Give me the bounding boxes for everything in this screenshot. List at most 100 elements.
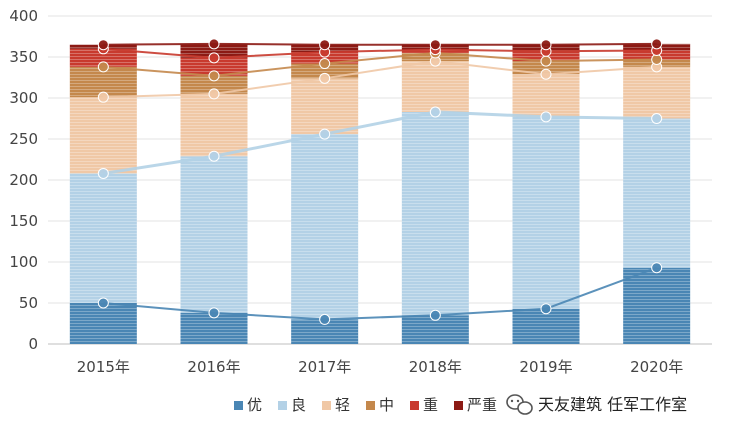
legend-label: 中 bbox=[379, 396, 394, 414]
x-tick-label: 2016年 bbox=[187, 358, 240, 376]
legend-item: 中 bbox=[366, 396, 394, 414]
gridlines bbox=[48, 15, 712, 345]
legend: 优 良 轻 中 重 严重 bbox=[234, 396, 497, 414]
bar-segment-texture bbox=[512, 61, 580, 75]
legend-label: 优 bbox=[247, 396, 262, 414]
bar-segment-texture bbox=[180, 43, 248, 58]
line-point bbox=[97, 297, 109, 309]
legend-item: 重 bbox=[410, 396, 438, 414]
bar-segment-texture bbox=[623, 118, 691, 268]
line-point bbox=[319, 39, 331, 51]
bar-segment-texture bbox=[291, 63, 359, 79]
bar-segment-texture bbox=[291, 134, 359, 320]
bar-stack bbox=[291, 44, 359, 344]
line-point bbox=[97, 91, 109, 103]
y-tick-label: 200 bbox=[9, 171, 38, 189]
line-point bbox=[208, 38, 220, 50]
line-point bbox=[208, 307, 220, 319]
cumulative-line bbox=[103, 60, 657, 99]
legend-label: 重 bbox=[423, 396, 438, 414]
line-point bbox=[319, 313, 331, 325]
y-tick-label: 150 bbox=[9, 212, 38, 230]
line-point bbox=[429, 39, 441, 51]
x-tick-label: 2017年 bbox=[298, 358, 351, 376]
cumulative-line bbox=[103, 47, 657, 59]
line-point bbox=[540, 111, 552, 123]
watermark-text: 天友建筑 任军工作室 bbox=[538, 395, 687, 414]
line-point bbox=[208, 52, 220, 64]
line-point bbox=[651, 262, 663, 274]
line-point bbox=[429, 106, 441, 118]
bar-segment-texture bbox=[180, 57, 248, 76]
line-point bbox=[540, 39, 552, 51]
line-point bbox=[319, 128, 331, 140]
bar-segment-texture bbox=[401, 61, 469, 112]
bar-segment-texture bbox=[69, 303, 137, 344]
bar-stack bbox=[69, 44, 137, 344]
legend-swatch bbox=[366, 401, 375, 410]
line-point bbox=[97, 61, 109, 73]
x-tick-label: 2018年 bbox=[409, 358, 462, 376]
bar-stack bbox=[623, 43, 691, 344]
line-point bbox=[540, 55, 552, 67]
line-point bbox=[97, 167, 109, 179]
bar-segment-texture bbox=[180, 156, 248, 313]
bar-segment-texture bbox=[291, 78, 359, 135]
y-tick-label: 350 bbox=[9, 48, 38, 66]
line-point bbox=[97, 39, 109, 51]
bar-segment-texture bbox=[623, 267, 691, 344]
legend-swatch bbox=[454, 401, 463, 410]
bar-stacks bbox=[69, 43, 691, 344]
bar-segment-texture bbox=[180, 75, 248, 94]
legend-item: 严重 bbox=[454, 396, 497, 414]
legend-swatch bbox=[410, 401, 419, 410]
line-point bbox=[651, 113, 663, 124]
line-point bbox=[651, 38, 663, 50]
cumulative-line bbox=[103, 266, 658, 321]
legend-swatch bbox=[322, 401, 331, 410]
line-point bbox=[651, 53, 663, 65]
bar-stack bbox=[180, 43, 248, 344]
legend-swatch bbox=[234, 401, 243, 410]
bar-stack bbox=[401, 44, 469, 344]
line-point bbox=[208, 88, 220, 100]
bar-segment-texture bbox=[69, 48, 137, 67]
legend-swatch bbox=[278, 401, 287, 410]
cumulative-lines bbox=[97, 38, 663, 325]
bar-segment-texture bbox=[69, 173, 137, 303]
legend-label: 良 bbox=[291, 396, 306, 414]
bar-segment-texture bbox=[401, 111, 469, 316]
cumulative-line bbox=[103, 110, 657, 175]
y-tick-label: 300 bbox=[9, 89, 38, 107]
y-tick-label: 100 bbox=[9, 253, 38, 271]
bar-segment-texture bbox=[512, 308, 580, 344]
y-axis: 0 50 100 150 200 250 300 350 400 bbox=[9, 7, 712, 353]
line-point bbox=[540, 68, 552, 80]
y-tick-label: 0 bbox=[28, 335, 38, 353]
y-tick-label: 250 bbox=[9, 130, 38, 148]
line-point bbox=[540, 303, 552, 315]
x-tick-label: 2019年 bbox=[519, 358, 572, 376]
legend-item: 轻 bbox=[322, 396, 350, 414]
x-axis: 2015年 2016年 2017年 2018年 2019年 2020年 bbox=[77, 358, 684, 376]
bar-segment-texture bbox=[291, 52, 359, 64]
cumulative-line bbox=[103, 51, 657, 77]
legend-item: 良 bbox=[278, 396, 306, 414]
bar-segment-texture bbox=[512, 74, 580, 117]
wechat-icon bbox=[506, 394, 533, 415]
y-tick-label: 50 bbox=[19, 294, 38, 312]
line-point bbox=[208, 70, 220, 82]
legend-item: 优 bbox=[234, 396, 262, 414]
bar-segment-texture bbox=[180, 93, 248, 157]
x-tick-label: 2015年 bbox=[77, 358, 130, 376]
legend-label: 严重 bbox=[467, 396, 497, 414]
watermark: 天友建筑 任军工作室 bbox=[506, 394, 687, 415]
line-point bbox=[319, 58, 331, 70]
bar-segment-texture bbox=[623, 66, 691, 119]
bar-segment-texture bbox=[512, 116, 580, 309]
y-tick-label: 400 bbox=[9, 7, 38, 25]
bar-segment-texture bbox=[69, 97, 137, 174]
line-point bbox=[319, 72, 331, 84]
line-point bbox=[429, 309, 441, 321]
